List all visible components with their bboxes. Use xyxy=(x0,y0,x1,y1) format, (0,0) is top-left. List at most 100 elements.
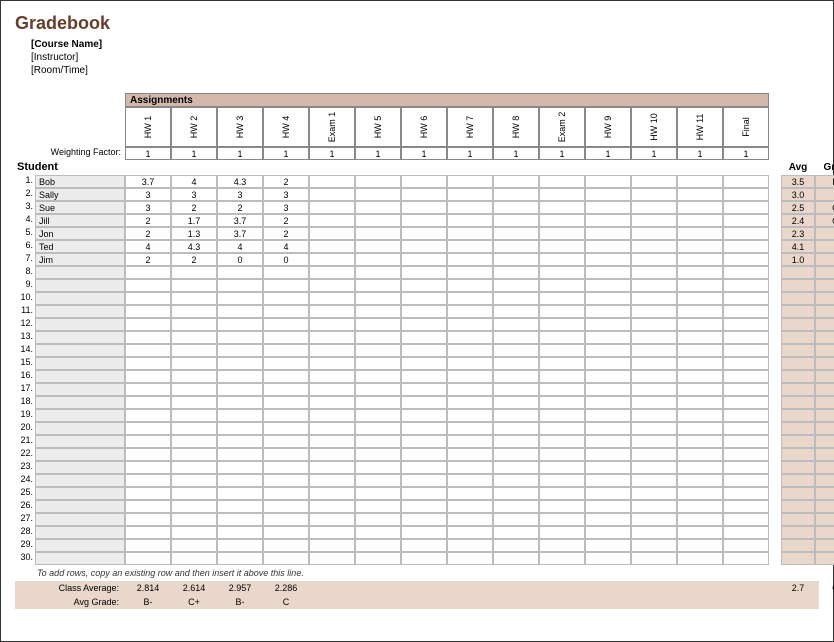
score-cell[interactable] xyxy=(493,552,539,565)
score-cell[interactable] xyxy=(447,357,493,370)
score-cell[interactable] xyxy=(125,331,171,344)
score-cell[interactable] xyxy=(309,331,355,344)
score-cell[interactable] xyxy=(493,253,539,266)
score-cell[interactable] xyxy=(723,357,769,370)
score-cell[interactable] xyxy=(723,526,769,539)
score-cell[interactable] xyxy=(217,409,263,422)
score-cell[interactable] xyxy=(309,214,355,227)
score-cell[interactable] xyxy=(355,240,401,253)
score-cell[interactable] xyxy=(723,292,769,305)
score-cell[interactable] xyxy=(401,357,447,370)
score-cell[interactable] xyxy=(171,448,217,461)
score-cell[interactable] xyxy=(401,201,447,214)
score-cell[interactable] xyxy=(539,331,585,344)
score-cell[interactable] xyxy=(355,409,401,422)
score-cell[interactable] xyxy=(723,435,769,448)
score-cell[interactable] xyxy=(171,526,217,539)
score-cell[interactable] xyxy=(677,474,723,487)
score-cell[interactable] xyxy=(493,305,539,318)
score-cell[interactable] xyxy=(493,513,539,526)
score-cell[interactable] xyxy=(493,487,539,500)
weight-cell[interactable]: 1 xyxy=(401,147,447,160)
score-cell[interactable] xyxy=(677,292,723,305)
weight-cell[interactable]: 1 xyxy=(723,147,769,160)
score-cell[interactable] xyxy=(493,227,539,240)
score-cell[interactable] xyxy=(539,227,585,240)
score-cell[interactable]: 2 xyxy=(125,214,171,227)
score-cell[interactable] xyxy=(585,201,631,214)
score-cell[interactable]: 1.3 xyxy=(171,227,217,240)
score-cell[interactable] xyxy=(585,539,631,552)
score-cell[interactable] xyxy=(263,305,309,318)
score-cell[interactable] xyxy=(125,305,171,318)
score-cell[interactable]: 3 xyxy=(171,188,217,201)
score-cell[interactable] xyxy=(401,292,447,305)
score-cell[interactable] xyxy=(309,448,355,461)
score-cell[interactable] xyxy=(171,435,217,448)
score-cell[interactable] xyxy=(631,175,677,188)
score-cell[interactable] xyxy=(447,552,493,565)
score-cell[interactable] xyxy=(631,279,677,292)
score-cell[interactable] xyxy=(125,500,171,513)
score-cell[interactable] xyxy=(539,487,585,500)
score-cell[interactable] xyxy=(585,214,631,227)
score-cell[interactable] xyxy=(263,422,309,435)
score-cell[interactable] xyxy=(723,552,769,565)
score-cell[interactable] xyxy=(125,370,171,383)
score-cell[interactable] xyxy=(401,526,447,539)
score-cell[interactable] xyxy=(309,513,355,526)
score-cell[interactable]: 2 xyxy=(171,201,217,214)
score-cell[interactable] xyxy=(447,266,493,279)
score-cell[interactable] xyxy=(585,435,631,448)
score-cell[interactable] xyxy=(677,370,723,383)
student-name-cell[interactable]: Sue xyxy=(35,201,125,214)
score-cell[interactable] xyxy=(677,422,723,435)
student-name-cell[interactable] xyxy=(35,539,125,552)
score-cell[interactable] xyxy=(585,279,631,292)
score-cell[interactable] xyxy=(171,292,217,305)
score-cell[interactable] xyxy=(493,500,539,513)
score-cell[interactable] xyxy=(263,396,309,409)
score-cell[interactable] xyxy=(309,487,355,500)
score-cell[interactable] xyxy=(723,188,769,201)
score-cell[interactable] xyxy=(585,552,631,565)
score-cell[interactable] xyxy=(585,487,631,500)
score-cell[interactable] xyxy=(585,396,631,409)
score-cell[interactable] xyxy=(309,253,355,266)
score-cell[interactable] xyxy=(401,344,447,357)
score-cell[interactable] xyxy=(631,435,677,448)
score-cell[interactable] xyxy=(401,227,447,240)
score-cell[interactable] xyxy=(677,513,723,526)
score-cell[interactable] xyxy=(355,500,401,513)
score-cell[interactable]: 3 xyxy=(263,201,309,214)
score-cell[interactable] xyxy=(263,383,309,396)
student-name-cell[interactable] xyxy=(35,552,125,565)
score-cell[interactable]: 2 xyxy=(263,175,309,188)
score-cell[interactable] xyxy=(355,318,401,331)
score-cell[interactable] xyxy=(723,370,769,383)
score-cell[interactable] xyxy=(263,266,309,279)
score-cell[interactable] xyxy=(447,370,493,383)
score-cell[interactable] xyxy=(539,539,585,552)
score-cell[interactable] xyxy=(355,305,401,318)
score-cell[interactable] xyxy=(309,526,355,539)
score-cell[interactable]: 4 xyxy=(217,240,263,253)
score-cell[interactable] xyxy=(125,474,171,487)
score-cell[interactable] xyxy=(723,253,769,266)
score-cell[interactable] xyxy=(355,279,401,292)
score-cell[interactable] xyxy=(631,370,677,383)
score-cell[interactable] xyxy=(447,344,493,357)
score-cell[interactable] xyxy=(309,539,355,552)
score-cell[interactable] xyxy=(723,539,769,552)
student-name-cell[interactable] xyxy=(35,331,125,344)
score-cell[interactable] xyxy=(493,383,539,396)
score-cell[interactable] xyxy=(677,461,723,474)
student-name-cell[interactable] xyxy=(35,396,125,409)
score-cell[interactable] xyxy=(171,305,217,318)
score-cell[interactable] xyxy=(355,526,401,539)
score-cell[interactable] xyxy=(539,552,585,565)
score-cell[interactable] xyxy=(125,461,171,474)
student-name-cell[interactable] xyxy=(35,383,125,396)
score-cell[interactable] xyxy=(217,383,263,396)
score-cell[interactable] xyxy=(125,344,171,357)
